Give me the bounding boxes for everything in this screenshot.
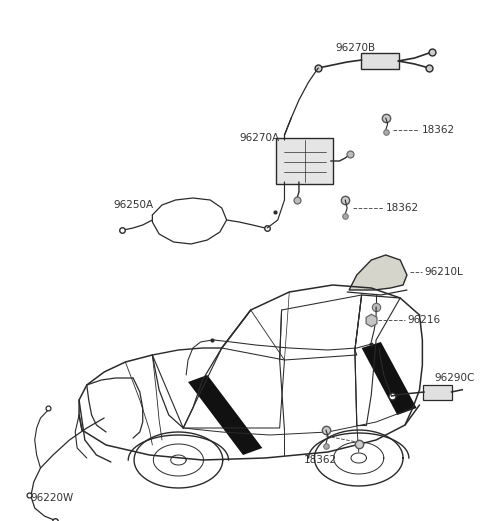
Polygon shape <box>361 342 417 415</box>
Polygon shape <box>188 375 262 455</box>
Text: 96220W: 96220W <box>31 493 74 503</box>
Text: 18362: 18362 <box>421 125 455 135</box>
Text: 96290C: 96290C <box>434 373 474 383</box>
Text: 18362: 18362 <box>303 455 336 465</box>
Polygon shape <box>349 255 407 290</box>
Text: 96216: 96216 <box>407 315 440 325</box>
FancyBboxPatch shape <box>276 138 333 184</box>
FancyBboxPatch shape <box>423 385 452 400</box>
FancyBboxPatch shape <box>360 53 399 69</box>
Text: 96250A: 96250A <box>114 200 154 210</box>
Text: 18362: 18362 <box>386 203 419 213</box>
Text: 96270A: 96270A <box>239 133 279 143</box>
Text: 96270B: 96270B <box>336 43 376 53</box>
Text: 96210L: 96210L <box>424 267 463 277</box>
